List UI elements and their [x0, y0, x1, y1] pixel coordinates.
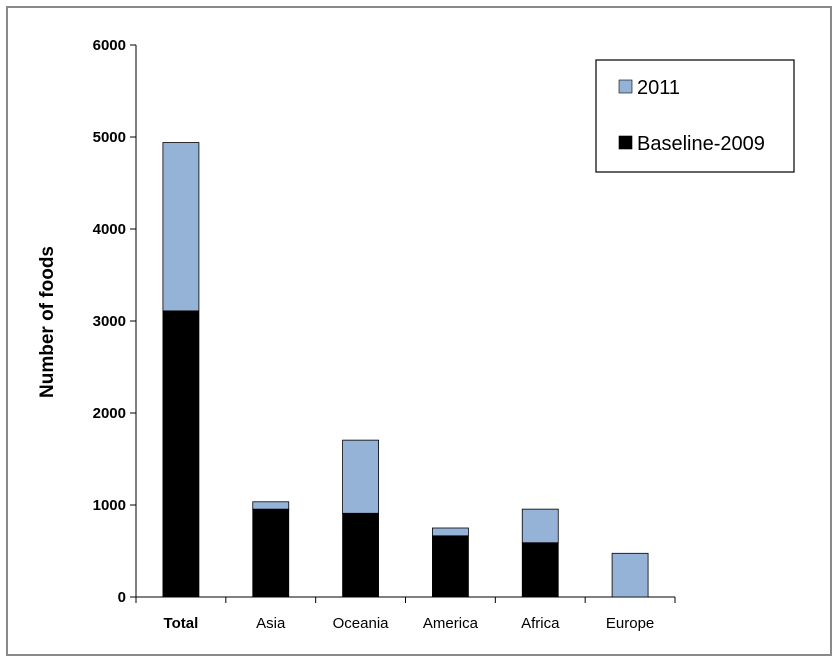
legend: 2011 Baseline-2009 [595, 59, 795, 173]
bar-2011-europe [611, 552, 649, 598]
legend-label: Baseline-2009 [637, 133, 765, 155]
bar-baseline-2009-asia [252, 508, 290, 598]
bar-2011-asia [252, 501, 290, 510]
x-tick-label: Europe [606, 615, 654, 632]
legend-swatch-2011 [618, 79, 633, 94]
bar-baseline-2009-africa [521, 542, 559, 598]
y-tick-label: 1000 [93, 497, 126, 514]
bar-2011-africa [521, 508, 559, 544]
bar-2011-america [432, 527, 469, 537]
x-tick-label: Total [164, 615, 199, 632]
axes [130, 44, 676, 603]
bar-baseline-2009-oceania [342, 512, 379, 598]
bar-baseline-2009-total [162, 310, 200, 598]
bar-2011-total [162, 142, 200, 312]
y-axis-label: Number of foods [37, 246, 58, 398]
y-tick-label: 4000 [93, 221, 126, 238]
x-tick-label: America [423, 615, 479, 632]
x-tick-label: Africa [521, 615, 560, 632]
bars [162, 142, 649, 598]
y-tick-label: 6000 [93, 37, 126, 54]
y-tick-label: 0 [118, 589, 126, 606]
y-tick-label: 5000 [93, 129, 126, 146]
legend-box [595, 59, 795, 173]
y-tick-label: 2000 [93, 405, 126, 422]
bar-2011-oceania [342, 439, 379, 514]
legend-label: 2011 [637, 77, 680, 99]
legend-swatch-baseline-2009 [618, 135, 633, 150]
x-tick-label: Asia [256, 615, 286, 632]
bar-baseline-2009-america [432, 535, 469, 598]
y-tick-label: 3000 [93, 313, 126, 330]
labels: 0 1000 2000 3000 4000 5000 6000 Total Asia Oceani… [93, 37, 655, 632]
x-tick-label: Oceania [333, 615, 390, 632]
